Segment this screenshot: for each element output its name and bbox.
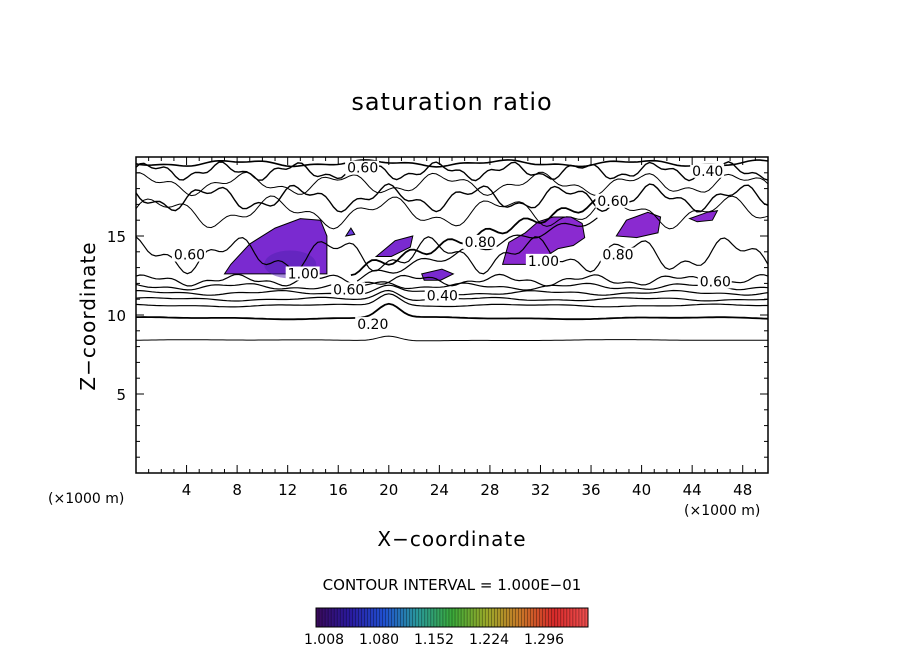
contour-line xyxy=(135,161,769,182)
contour-label: 0.60 xyxy=(700,274,731,290)
contour-label-bg xyxy=(331,282,366,297)
contour-line xyxy=(135,195,769,230)
contour-label: 1.00 xyxy=(528,254,559,270)
contour-line xyxy=(136,302,769,321)
contour-line xyxy=(135,335,768,342)
filled-region-7 xyxy=(344,227,356,237)
contour-label: 0.80 xyxy=(602,248,633,264)
filled-region-5 xyxy=(615,211,662,239)
contour-label-bg xyxy=(462,234,497,249)
contour-line xyxy=(135,281,769,291)
x-tick-label: 4 xyxy=(182,481,192,499)
colorbar-tick-label: 1.080 xyxy=(358,632,400,648)
colorbar-tick-label: 1.224 xyxy=(468,632,510,648)
x-tick-label: 20 xyxy=(379,481,398,499)
x-unit-label-left: (×1000 m) xyxy=(48,491,125,507)
contour-label: 0.40 xyxy=(692,164,723,180)
x-tick-label: 44 xyxy=(683,481,702,499)
y-tick-label: 10 xyxy=(107,307,126,325)
x-axis-label: X−coordinate xyxy=(377,527,527,551)
contour-label: 0.60 xyxy=(597,194,628,210)
x-unit-label-right: (×1000 m) xyxy=(684,503,761,519)
contour-line xyxy=(135,293,768,308)
contour-label: 0.20 xyxy=(357,317,388,333)
axis-ticks xyxy=(136,157,768,473)
contour-label-bg xyxy=(171,247,206,262)
contour-labels: 0.60 0.40 0.60 0.80 0.60 0.60 1.00 0.60 0.40 0.20… xyxy=(171,160,732,333)
filled-region-3 xyxy=(421,268,455,281)
contour-label-bg xyxy=(285,266,320,281)
x-tick-label: 40 xyxy=(632,481,651,499)
x-tick-label: 48 xyxy=(733,481,752,499)
contour-label-bg xyxy=(697,274,732,289)
x-tick-label: 24 xyxy=(430,481,449,499)
contour-label-bg xyxy=(690,163,725,178)
y-tick-label: 15 xyxy=(107,228,126,246)
contour-label: 0.60 xyxy=(347,161,378,177)
contour-lines xyxy=(135,159,769,342)
x-tick-label: 16 xyxy=(329,481,348,499)
contour-line xyxy=(135,159,769,168)
contour-label-bg xyxy=(600,247,635,262)
contour-interval-text: CONTOUR INTERVAL = 1.000E−01 xyxy=(322,576,582,594)
filled-region-6 xyxy=(688,210,719,223)
contour-label-bg xyxy=(355,317,390,332)
contour-line xyxy=(135,236,769,275)
x-tick-label: 8 xyxy=(232,481,242,499)
contour-label-bg xyxy=(525,253,560,268)
contour-label-bg xyxy=(424,288,459,303)
x-tick-label: 36 xyxy=(581,481,600,499)
x-tick-label: 32 xyxy=(531,481,550,499)
y-axis-label: Z−coordinate xyxy=(76,241,100,391)
colorbar xyxy=(315,607,589,628)
contour-label: 0.60 xyxy=(333,282,364,298)
contour-label: 0.40 xyxy=(427,289,458,305)
x-tick-label: 28 xyxy=(480,481,499,499)
plot-frame xyxy=(135,156,769,474)
contour-line xyxy=(135,171,769,197)
contour-label-bg xyxy=(345,160,380,175)
filled-region-2 xyxy=(374,235,414,257)
contour-label-bg xyxy=(595,193,630,208)
contour-line xyxy=(135,183,769,213)
colorbar-tick-label: 1.296 xyxy=(523,632,565,648)
x-tick-label: 12 xyxy=(278,481,297,499)
contour-label: 1.00 xyxy=(288,267,319,283)
colorbar-tick-label: 1.008 xyxy=(303,632,345,648)
colorbar-tick-label: 1.152 xyxy=(413,632,455,648)
y-tick-label: 5 xyxy=(116,386,126,404)
contour-label: 0.60 xyxy=(174,248,205,264)
contour-label: 0.80 xyxy=(465,235,496,251)
contour-line xyxy=(135,273,769,287)
chart-title: saturation ratio xyxy=(351,88,553,116)
